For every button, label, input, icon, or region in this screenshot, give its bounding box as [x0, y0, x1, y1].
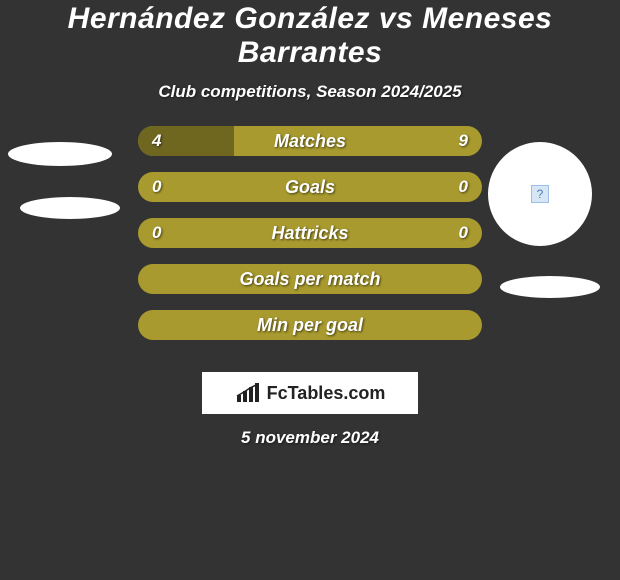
decorative-ellipse	[500, 276, 600, 298]
comparison-content: Matches49Goals00Hattricks00Goals per mat…	[0, 126, 620, 466]
avatar: ?	[488, 142, 592, 246]
chart-icon	[235, 382, 263, 404]
stat-bar-row: Hattricks0 0	[138, 218, 482, 248]
page-title: Hernández González vs Meneses Barrantes	[0, 0, 620, 70]
stat-bar-row: Min per goal	[138, 310, 482, 340]
bar-left-value: 0	[152, 218, 161, 248]
decorative-ellipse	[8, 142, 112, 166]
subtitle: Club competitions, Season 2024/2025	[0, 82, 620, 102]
stat-bars: Matches49Goals00Hattricks00Goals per mat…	[138, 126, 482, 356]
date-text: 5 november 2024	[0, 428, 620, 448]
bar-right-value: 0	[459, 172, 468, 202]
site-badge: FcTables.com	[202, 372, 418, 414]
stat-bar-row: Matches4 9	[138, 126, 482, 156]
bar-label: Matches	[138, 126, 482, 156]
bar-label: Goals	[138, 172, 482, 202]
avatar-placeholder-icon: ?	[531, 185, 549, 203]
bar-label: Min per goal	[138, 310, 482, 340]
bar-label: Hattricks	[138, 218, 482, 248]
decorative-ellipse	[20, 197, 120, 219]
stat-bar-row: Goals0 0	[138, 172, 482, 202]
bar-right-value: 0	[459, 218, 468, 248]
bar-left-value: 4	[152, 126, 161, 156]
bar-left-value: 0	[152, 172, 161, 202]
bar-label: Goals per match	[138, 264, 482, 294]
stat-bar-row: Goals per match	[138, 264, 482, 294]
bar-right-value: 9	[459, 126, 468, 156]
site-badge-text: FcTables.com	[267, 383, 386, 404]
